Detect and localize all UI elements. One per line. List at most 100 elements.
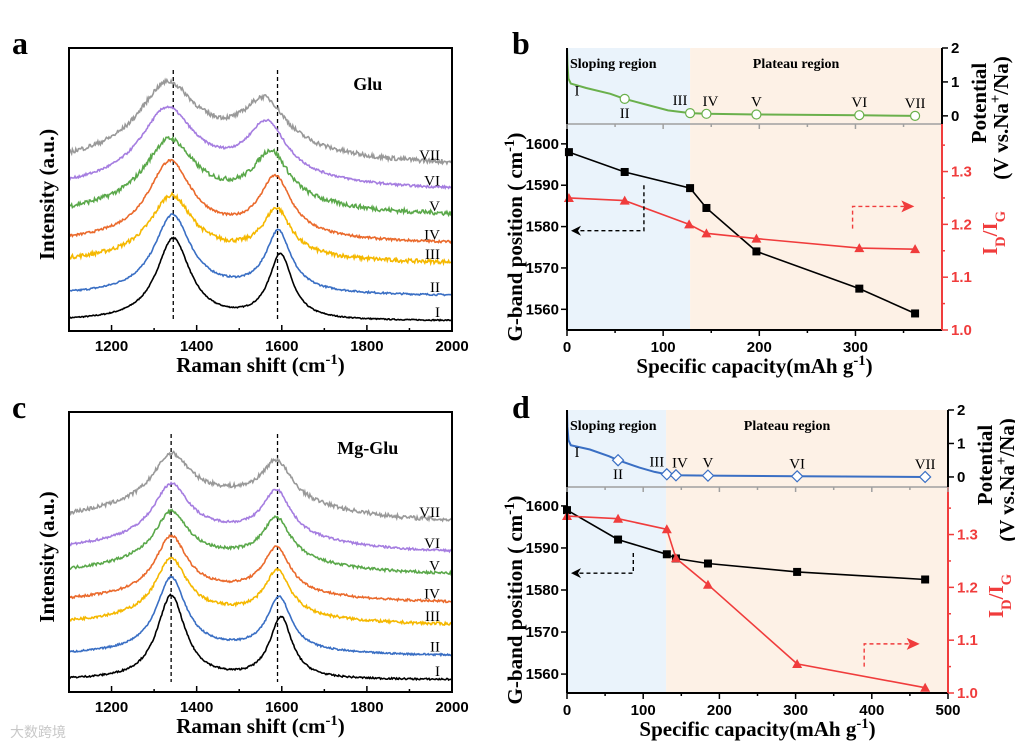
state-label: I — [575, 445, 580, 461]
potential-tick-label: 1 — [957, 435, 965, 452]
data-point-triangle — [792, 658, 803, 668]
region-plateau — [690, 48, 942, 330]
x-tick-label: 300 — [783, 702, 808, 719]
state-label: II — [613, 467, 623, 483]
chart-b — [561, 47, 948, 336]
arrow-head-left — [571, 568, 581, 579]
region-label: Plateau region — [753, 57, 840, 72]
arrow-head-right — [901, 200, 915, 213]
right-tick-label: 1.3 — [957, 527, 978, 544]
chart-a — [68, 47, 453, 332]
right-tick-label: 1.1 — [951, 269, 972, 286]
data-point-square — [921, 575, 930, 584]
spectrum-V — [68, 135, 453, 218]
data-point-triangle — [613, 513, 624, 523]
state-marker-circle — [619, 93, 630, 104]
x-tick-label: 1600 — [265, 699, 298, 716]
data-point-square — [620, 167, 629, 176]
data-point-triangle — [619, 195, 630, 205]
x-tick-label: 500 — [935, 702, 960, 719]
spectrum-IV — [68, 534, 453, 604]
region-label: Sloping region — [570, 419, 657, 434]
state-marker-diamond — [611, 453, 625, 467]
sample-label: Glu — [353, 74, 382, 94]
state-label: V — [751, 95, 762, 111]
panel-letter-a: a — [12, 25, 28, 61]
spectrum-I — [68, 236, 453, 322]
spectrum-label: II — [430, 280, 440, 296]
state-marker-diamond — [918, 470, 932, 484]
state-label: III — [673, 93, 688, 109]
potential-tick-label: 2 — [957, 402, 965, 419]
x-tick-label: 1400 — [180, 699, 213, 716]
data-point-triangle — [684, 219, 695, 229]
spectrum-IV — [68, 158, 453, 245]
data-point-triangle — [701, 228, 712, 238]
state-marker-diamond — [660, 467, 674, 481]
panel-letter-c: c — [12, 389, 26, 425]
right-tick-label: 1.3 — [951, 164, 972, 181]
x-tick-label: 0 — [563, 339, 571, 356]
data-point-square — [855, 284, 864, 293]
data-point-square — [793, 567, 802, 576]
state-marker-circle — [684, 108, 696, 119]
spectrum-II — [68, 575, 453, 658]
panel-letter-b: b — [512, 25, 530, 61]
x-axis-title: Specific capacity(mAh g-1) — [636, 353, 872, 378]
chart-c — [68, 411, 453, 693]
y-tick-label: 1560 — [526, 666, 559, 683]
data-point-square — [686, 184, 695, 193]
spectrum-label: VII — [419, 148, 440, 164]
spectrum-label: VII — [419, 505, 440, 521]
state-marker-circle — [909, 110, 921, 121]
state-label: VI — [789, 456, 805, 472]
y-tick-label: 1590 — [526, 177, 559, 194]
region-sloping — [567, 48, 691, 330]
spectrum-label: IV — [424, 586, 440, 602]
potential-tick-label: 0 — [951, 108, 959, 125]
sample-label: Mg-Glu — [337, 438, 398, 458]
data-point-square — [911, 309, 920, 318]
potential-curve — [566, 47, 916, 117]
arrow-to-right-axis — [863, 643, 910, 667]
panel-letter-d: d — [512, 389, 530, 425]
x-tick-label: 1400 — [180, 338, 213, 355]
state-label: IV — [672, 455, 688, 471]
y-axis-title: G-band position ( cm-1) — [502, 133, 527, 342]
spectrum-label: I — [435, 305, 440, 321]
state-label: IV — [703, 94, 719, 110]
state-label: VII — [905, 96, 926, 112]
potential-axis-unit: (V vs.Na+/Na) — [988, 56, 1013, 180]
right-tick-label: 1.0 — [951, 322, 972, 339]
region-plateau — [666, 410, 948, 693]
right-axis-title: ID/IG — [984, 573, 1015, 618]
right-tick-label: 1.2 — [951, 216, 972, 233]
spectrum-label: V — [429, 199, 440, 215]
data-point-triangle — [702, 579, 713, 589]
arrow-head-left — [571, 225, 581, 236]
spectrum-VI — [68, 105, 453, 190]
region-sloping — [567, 410, 667, 693]
spectrum-label: V — [429, 558, 440, 574]
state-marker-circle — [751, 109, 762, 120]
state-label: V — [703, 456, 714, 472]
y-tick-label: 1580 — [526, 582, 559, 599]
potential-axis-title: Potential — [973, 425, 997, 506]
potential-axis-unit: (V vs.Na+/Na) — [994, 418, 1015, 542]
spectrum-label: IV — [424, 227, 440, 243]
data-point-square — [564, 148, 573, 157]
x-tick-label: 1600 — [265, 338, 298, 355]
state-marker-circle — [701, 108, 712, 119]
x-tick-label: 100 — [651, 339, 676, 356]
state-marker-diamond — [669, 468, 683, 482]
spectrum-VII — [68, 77, 453, 166]
spectrum-III — [68, 191, 453, 267]
spectrum-label: II — [430, 640, 440, 656]
data-point-square — [614, 535, 623, 544]
x-tick-label: 1800 — [350, 699, 383, 716]
plot-frame — [68, 411, 453, 693]
x-axis-title: Raman shift (cm-1) — [176, 352, 345, 377]
data-point-triangle — [670, 553, 681, 563]
y-axis-title: Intensity (a.u.) — [35, 491, 59, 622]
